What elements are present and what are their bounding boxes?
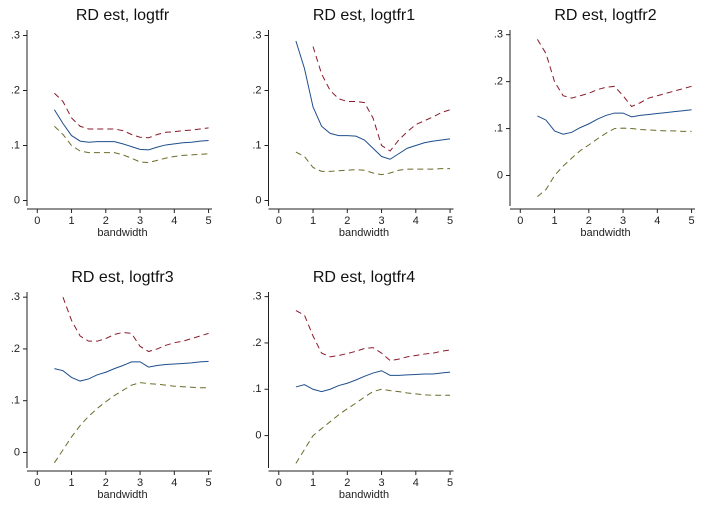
y-tick-label: 0 (255, 194, 261, 206)
series-line (62, 297, 209, 353)
x-tick-label: 1 (68, 215, 74, 227)
panel: RD est, logtfr1 0 .1 .2 .3 0 1 2 3 4 5 bandwidth (252, 7, 454, 239)
y-tick-label: .3 (11, 291, 20, 303)
series-line (54, 360, 209, 382)
x-tick-label: 2 (103, 477, 109, 489)
panel-title: RD est, logtfr4 (313, 269, 415, 286)
x-tick-label: 1 (68, 477, 74, 489)
x-axis-label: bandwidth (339, 227, 389, 239)
x-tick-label: 0 (276, 215, 282, 227)
y-tick-label: .3 (252, 291, 261, 303)
y-tick-label: 0 (255, 429, 261, 441)
panel-title: RD est, logtfr1 (313, 7, 415, 24)
series-line (54, 92, 209, 139)
y-tick-label: .2 (252, 84, 261, 96)
x-tick-label: 5 (206, 477, 212, 489)
x-tick-label: 3 (378, 215, 384, 227)
x-tick-label: 5 (689, 215, 695, 227)
series-line (53, 109, 209, 151)
x-tick-label: 2 (344, 477, 350, 489)
y-tick-label: .2 (252, 337, 261, 349)
series-line (536, 39, 692, 108)
x-tick-label: 3 (137, 477, 143, 489)
x-tick-label: 1 (310, 215, 316, 227)
panel-title: RD est, logtfr3 (71, 269, 173, 286)
y-tick-label: .1 (11, 395, 20, 407)
series-line (295, 151, 451, 176)
x-tick-label: 2 (586, 215, 592, 227)
y-tick-label: 0 (14, 194, 20, 206)
series-line (537, 127, 692, 197)
series-line (295, 388, 451, 464)
x-tick-label: 5 (447, 215, 453, 227)
series-line (295, 310, 451, 362)
y-tick-label: .1 (252, 383, 261, 395)
panel-title: RD est, logtfr2 (554, 7, 656, 24)
series-line (295, 370, 451, 393)
y-tick-label: .2 (11, 84, 20, 96)
y-tick-label: .3 (494, 29, 503, 41)
x-tick-label: 3 (620, 215, 626, 227)
x-tick-label: 3 (137, 215, 143, 227)
y-tick-label: .1 (494, 122, 503, 134)
x-tick-label: 4 (171, 215, 177, 227)
series-line (54, 125, 209, 164)
y-tick-label: 0 (497, 169, 503, 181)
x-tick-label: 2 (103, 215, 109, 227)
x-tick-label: 4 (413, 477, 419, 489)
x-tick-label: 4 (413, 215, 419, 227)
panel: RD est, logtfr 0 .1 .2 .3 0 1 2 3 4 5 bandwidth (11, 7, 212, 239)
x-tick-label: 0 (34, 477, 40, 489)
y-tick-label: .1 (11, 139, 20, 151)
x-tick-label: 0 (517, 215, 523, 227)
y-tick-label: .2 (494, 76, 503, 88)
x-tick-label: 3 (378, 477, 384, 489)
series-line (53, 382, 209, 464)
panel: RD est, logtfr3 0 .1 .2 .3 0 1 2 3 4 5 bandwidth (11, 269, 212, 501)
x-tick-label: 0 (276, 477, 282, 489)
panel: RD est, logtfr2 0 .1 .2 .3 0 1 2 3 4 5 bandwidth (494, 7, 695, 239)
series-line (537, 109, 692, 135)
x-axis-label: bandwidth (580, 227, 630, 239)
x-tick-label: 4 (654, 215, 660, 227)
y-tick-label: 0 (14, 446, 20, 458)
x-axis-label: bandwidth (97, 227, 147, 239)
x-tick-label: 5 (447, 477, 453, 489)
x-tick-label: 4 (171, 477, 177, 489)
series-line (312, 46, 451, 152)
x-tick-label: 5 (206, 215, 212, 227)
x-tick-label: 2 (344, 215, 350, 227)
panel: RD est, logtfr4 0 .1 .2 .3 0 1 2 3 4 5 bandwidth (252, 269, 454, 501)
y-tick-label: .3 (11, 29, 20, 41)
series-line (295, 40, 451, 160)
x-axis-label: bandwidth (97, 489, 147, 501)
y-tick-label: .1 (252, 139, 261, 151)
x-tick-label: 1 (551, 215, 557, 227)
y-tick-label: .3 (252, 29, 261, 41)
x-axis-label: bandwidth (339, 489, 389, 501)
x-tick-label: 0 (34, 215, 40, 227)
panel-title: RD est, logtfr (76, 7, 170, 24)
x-tick-label: 1 (310, 477, 316, 489)
y-tick-label: .2 (11, 343, 20, 355)
